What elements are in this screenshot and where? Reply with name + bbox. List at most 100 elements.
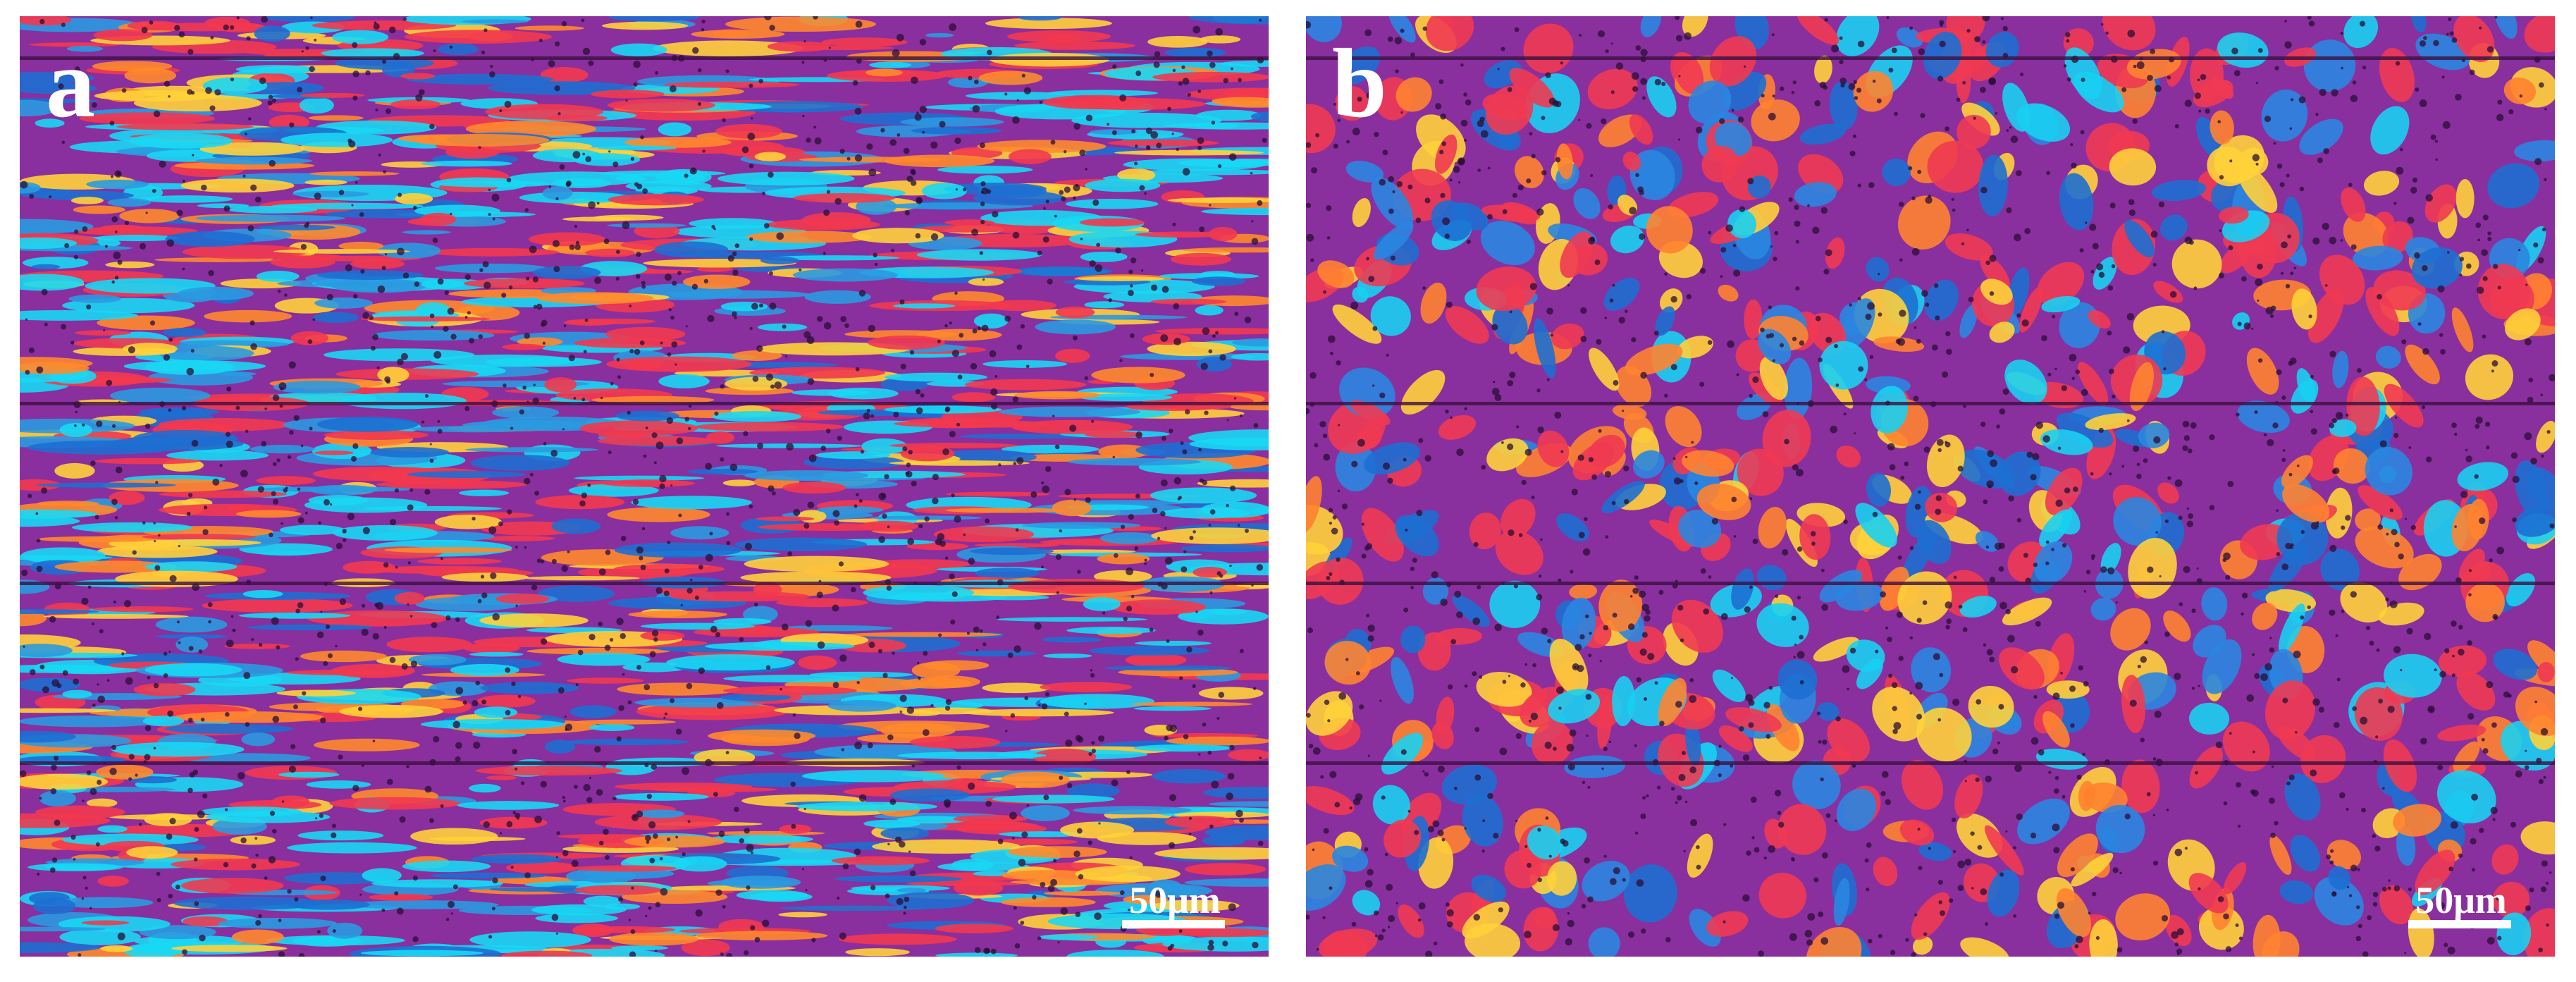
grain	[1091, 367, 1185, 383]
pore	[1887, 443, 1895, 451]
pore	[1909, 546, 1914, 551]
grain	[469, 931, 591, 948]
pore	[994, 374, 998, 378]
pore	[2223, 801, 2228, 806]
pore	[2264, 115, 2272, 123]
pore	[1526, 178, 1532, 184]
pore	[1440, 113, 1446, 120]
pore	[1418, 438, 1424, 443]
pore	[1388, 208, 1394, 214]
grain	[2363, 171, 2400, 196]
grain	[1797, 16, 1839, 45]
grain	[306, 780, 371, 789]
pore	[992, 211, 999, 218]
pore	[769, 302, 777, 310]
pore	[1796, 469, 1804, 477]
pore	[604, 644, 611, 651]
pore	[1548, 854, 1552, 858]
pore	[397, 247, 405, 256]
pore	[1935, 495, 1942, 501]
pore	[1565, 938, 1572, 946]
pore	[691, 283, 698, 290]
pore	[1458, 181, 1461, 184]
pore	[2471, 793, 2479, 801]
pore	[814, 137, 822, 145]
pore	[2450, 821, 2458, 829]
pore	[1937, 879, 1943, 885]
pore	[608, 450, 612, 455]
grain	[1871, 386, 1909, 434]
pore	[675, 835, 679, 839]
grain	[2110, 608, 2151, 651]
pore	[674, 363, 677, 366]
pore	[1858, 366, 1864, 372]
grain	[166, 450, 269, 461]
pore	[1345, 658, 1349, 661]
pore	[259, 77, 266, 85]
pore	[1361, 553, 1367, 559]
pore	[1951, 817, 1956, 823]
pore	[732, 251, 737, 257]
pore	[944, 556, 949, 560]
pore	[200, 184, 207, 191]
pore	[1040, 881, 1046, 888]
pore	[653, 637, 658, 642]
pore	[1410, 586, 1415, 589]
pore	[887, 734, 894, 741]
pore	[1940, 910, 1946, 916]
grain	[1431, 722, 1454, 749]
pore	[1244, 316, 1252, 324]
pore	[1988, 484, 1992, 489]
grain	[2379, 48, 2415, 102]
pore	[2410, 524, 2416, 530]
pore	[2194, 92, 2201, 99]
pore	[1794, 643, 1797, 646]
pore	[155, 481, 159, 484]
pore	[372, 739, 376, 742]
pore	[1448, 684, 1453, 690]
pore	[649, 857, 655, 864]
grain	[1989, 321, 2015, 343]
pore	[42, 686, 49, 694]
pore	[1987, 450, 1995, 458]
pore	[540, 780, 548, 788]
pore	[1922, 600, 1928, 606]
pore	[826, 190, 831, 194]
pore	[200, 717, 205, 722]
grain	[1687, 833, 1713, 878]
pore	[2310, 410, 2314, 414]
pore	[726, 952, 733, 957]
pore	[1554, 412, 1562, 419]
grain	[462, 19, 529, 24]
pore	[667, 541, 671, 544]
pore	[2472, 868, 2476, 872]
pore	[581, 18, 585, 23]
grain	[598, 431, 648, 439]
pore	[1908, 166, 1913, 171]
pore	[1445, 410, 1449, 414]
grain	[402, 860, 491, 873]
pore	[1460, 119, 1468, 127]
pore	[123, 600, 132, 608]
pore	[383, 170, 386, 174]
pore	[135, 773, 138, 777]
pore	[1980, 186, 1988, 194]
grain	[2281, 455, 2313, 489]
pore	[896, 33, 904, 42]
pore	[1361, 522, 1364, 526]
grain	[528, 232, 606, 247]
pore	[2538, 778, 2544, 785]
grain	[386, 637, 472, 653]
pore	[178, 31, 185, 38]
pore	[1936, 438, 1944, 446]
pore	[1446, 301, 1453, 308]
pore	[2046, 171, 2050, 176]
grain	[1719, 725, 1753, 752]
pore	[1711, 517, 1718, 525]
grain	[43, 614, 189, 619]
pore	[73, 858, 76, 861]
pore	[1059, 775, 1064, 780]
grain	[533, 266, 601, 279]
pore	[1477, 168, 1481, 172]
pore	[352, 293, 358, 299]
